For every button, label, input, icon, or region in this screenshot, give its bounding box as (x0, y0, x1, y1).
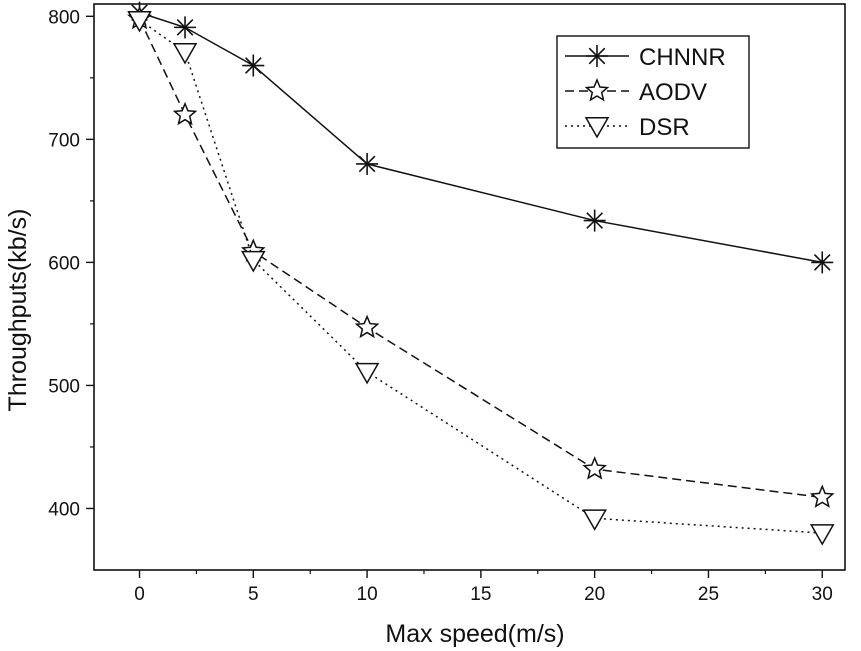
asterisk-stroke (176, 19, 194, 36)
legend-marker-chnnr (586, 45, 608, 67)
x-tick-label: 30 (812, 584, 833, 605)
data-point-aodv (809, 484, 835, 508)
y-tick-label: 400 (48, 499, 80, 520)
y-tick-label: 500 (48, 376, 80, 397)
series-dsr (127, 10, 835, 546)
series-line-chnnr (139, 11, 823, 264)
series-line-aodv (138, 18, 823, 499)
asterisk-stroke (588, 47, 606, 65)
data-point-chnnr (174, 16, 197, 39)
x-axis-title: Max speed(m/s) (385, 620, 564, 648)
data-point-dsr (241, 250, 266, 273)
data-point-dsr (172, 42, 198, 65)
data-point-dsr (127, 10, 152, 33)
x-tick-label: 15 (470, 584, 491, 605)
legend-label-dsr: DSR (639, 114, 690, 141)
legend-box (556, 35, 750, 149)
x-tick-label: 5 (248, 584, 259, 605)
y-tick-label: 800 (48, 7, 80, 28)
legend-marker-aodv (584, 78, 610, 102)
asterisk-stroke (244, 57, 262, 74)
data-point-aodv (582, 456, 607, 480)
y-tick-label: 600 (48, 253, 80, 274)
y-axis-title: Throughputs(kb/s) (4, 209, 32, 412)
x-tick-label: 25 (698, 584, 719, 605)
legend: CHNNR AODV DSR (556, 35, 750, 149)
legend-label-aodv: AODV (639, 79, 707, 106)
plot-frame (93, 3, 846, 571)
y-axis: 400 500 600 700 800 (48, 7, 94, 520)
data-point-chnnr (242, 54, 265, 77)
data-point-aodv (172, 101, 198, 126)
asterisk-stroke (813, 254, 831, 271)
x-tick-label: 0 (134, 584, 145, 605)
x-tick-label: 10 (357, 584, 378, 605)
series-layer (127, 1, 835, 546)
data-point-chnnr (583, 209, 606, 232)
asterisk-stroke (586, 212, 604, 229)
y-tick-label: 700 (48, 130, 80, 151)
data-point-dsr (354, 362, 380, 385)
data-point-dsr (809, 524, 835, 546)
data-point-chnnr (356, 152, 379, 175)
series-line-dsr (139, 19, 823, 534)
plot-area-border (93, 3, 846, 571)
legend-label-chnnr: CHNNR (639, 44, 726, 71)
x-axis: 0 5 10 15 20 25 30 (134, 570, 833, 605)
legend-marker-dsr (584, 117, 610, 139)
data-point-aodv (354, 314, 380, 339)
asterisk-stroke (358, 155, 376, 173)
data-point-dsr (582, 509, 607, 531)
data-point-chnnr (811, 251, 834, 274)
x-tick-label: 20 (584, 584, 605, 605)
